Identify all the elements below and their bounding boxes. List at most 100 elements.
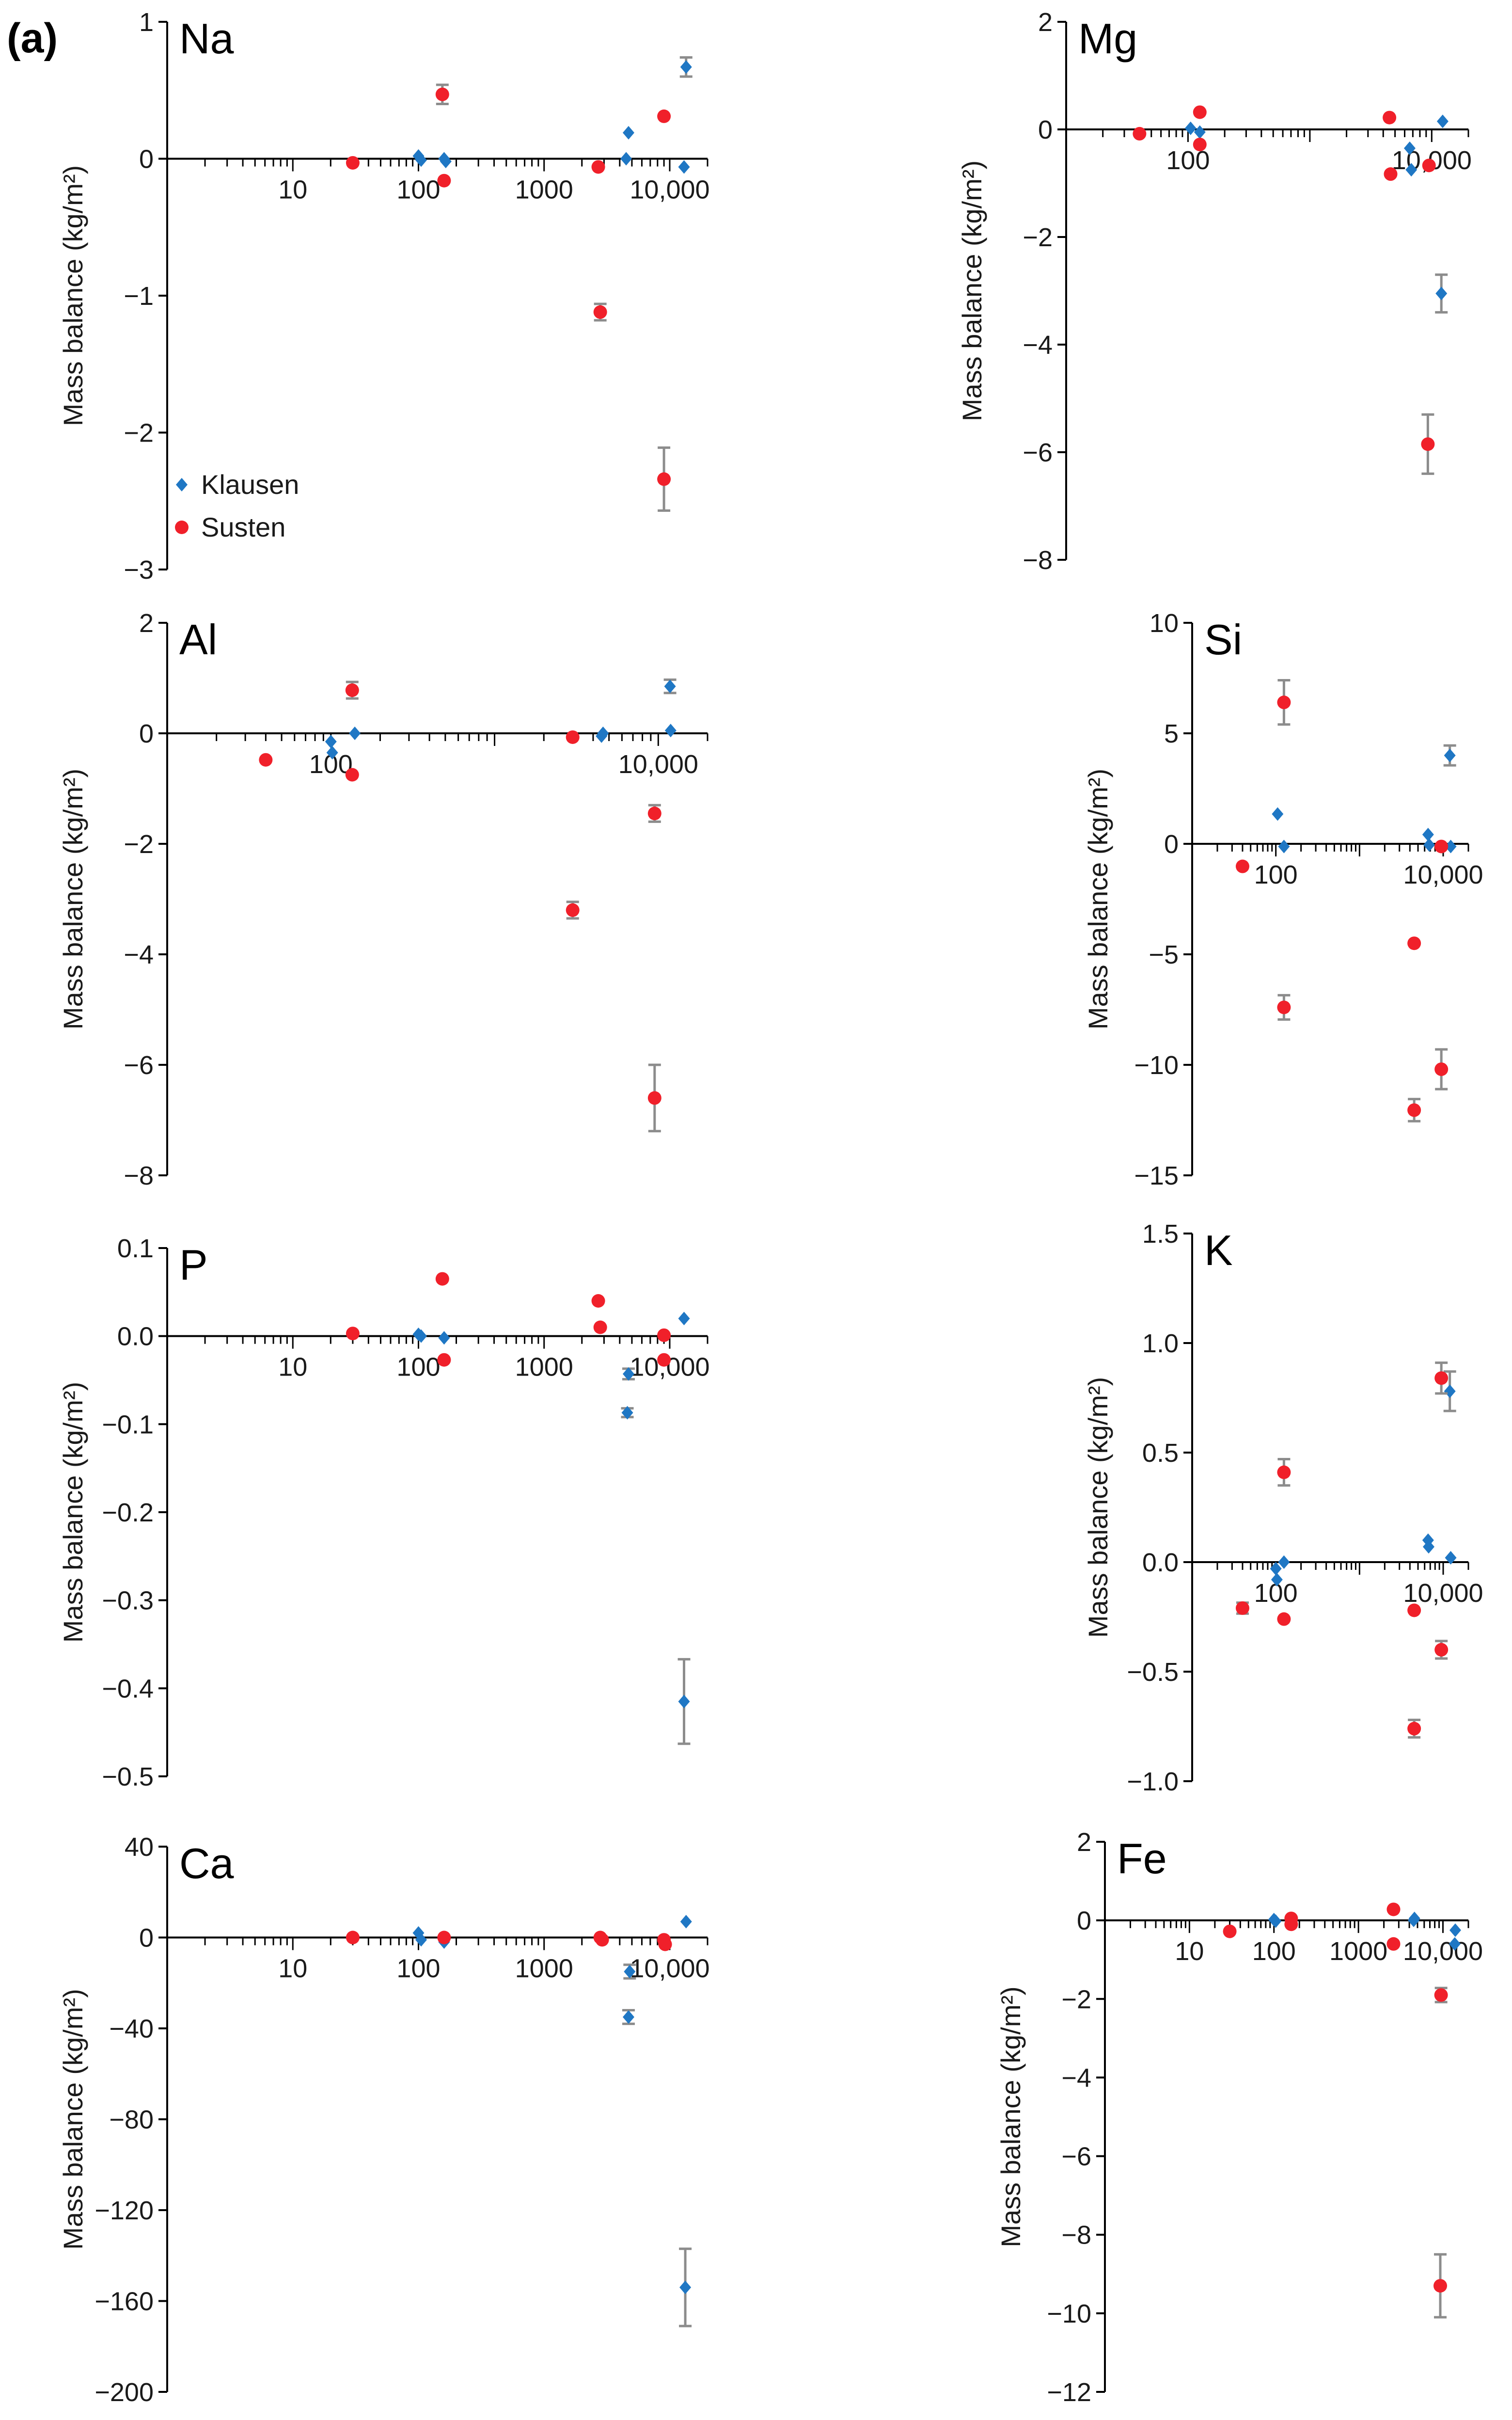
susten-point [1235,1601,1249,1615]
y-tick-label: 0 [139,1924,154,1953]
susten-point [647,807,662,821]
y-tick-label: −12 [1047,2378,1091,2407]
y-tick-label: 0 [139,719,154,748]
legend-label-susten: Susten [201,512,285,542]
y-tick-label: −200 [94,2378,154,2407]
klausen-point [1445,1550,1457,1565]
susten-point [437,1353,451,1367]
x-tick-label: 10 [1175,1937,1204,1966]
susten-point [1235,859,1249,873]
klausen-point [622,2010,634,2024]
susten-point [437,1930,451,1945]
y-tick-label: −4 [124,940,154,969]
susten-point [1407,936,1421,950]
y-tick-label: −0.2 [102,1498,154,1527]
klausen-point [1444,748,1456,762]
x-tick-label: 10 [278,1353,307,1382]
klausen-point [1422,1533,1434,1547]
susten-point [1407,1603,1421,1617]
x-tick-label: 100 [396,1954,440,1983]
y-tick-label: −1.0 [1127,1767,1179,1796]
legend-klausen-marker [176,478,188,491]
klausen-point [678,1312,690,1326]
susten-point [1434,1062,1449,1076]
y-tick-label: −8 [1061,2221,1091,2250]
klausen-point [680,1914,692,1929]
susten-point [1223,1924,1237,1938]
chart-title: Si [1204,616,1242,664]
y-tick-label: −3 [124,555,154,585]
susten-point [1433,2279,1448,2293]
y-tick-label: −6 [124,1051,154,1080]
x-tick-label: 1000 [515,1353,573,1382]
klausen-point [326,745,338,759]
y-tick-label: −1 [124,282,154,311]
susten-point [1407,1722,1421,1736]
susten-point [345,768,359,782]
y-tick-label: −0.4 [102,1674,154,1703]
chart-title: Mg [1078,15,1137,63]
y-tick-label: −2 [1023,223,1053,252]
y-axis-label: Mass balance (kg/m²) [1083,1377,1113,1638]
chart-p: 0.10.0−0.1−0.2−0.3−0.4−0.510 100 1000 10,00… [58,1234,710,1791]
y-axis-label: Mass balance (kg/m²) [995,1986,1026,2247]
klausen-point [438,1331,450,1345]
klausen-point [1271,1573,1283,1587]
y-tick-label: 2 [1077,1828,1091,1857]
klausen-point [1270,1914,1282,1928]
x-tick-label: 100 [396,1353,440,1382]
y-tick-label: 0 [1077,1906,1091,1935]
klausen-point [597,727,609,740]
x-tick-label: 100 [1166,146,1210,175]
klausen-point [1449,1937,1461,1951]
y-tick-label: 0 [139,145,154,174]
susten-point [595,1933,609,1947]
y-tick-label: −6 [1023,438,1053,467]
susten-point [437,174,451,188]
susten-point [345,683,359,697]
klausen-point [678,160,690,174]
klausen-point [680,60,692,74]
y-axis-label: Mass balance (kg/m²) [1083,769,1113,1029]
klausen-point [415,153,427,167]
y-tick-label: −8 [1023,546,1053,575]
chart-title: Ca [179,1839,234,1887]
y-tick-label: −2 [124,830,154,859]
x-tick-label: 100 [1254,860,1298,889]
susten-point [591,160,605,174]
klausen-point [1408,1912,1420,1926]
klausen-point [349,727,361,740]
x-tick-label: 100 [396,175,440,205]
klausen-point [621,1406,633,1420]
chart-si: 10 5 0 −5 −10 −15 100 10,000 Si Mass balance (kg/… [1083,609,1483,1190]
susten-point [1434,1371,1449,1385]
y-tick-label: 0 [1164,830,1179,859]
y-tick-label: 0.0 [117,1322,154,1351]
x-tick-label: 10,000 [630,175,709,205]
y-tick-label: 10 [1150,609,1179,638]
klausen-point [1278,839,1290,854]
y-axis-label: Mass balance (kg/m²) [58,769,88,1029]
klausen-point [624,1964,636,1978]
y-tick-label: 5 [1164,719,1179,748]
y-tick-label: −10 [1134,1051,1179,1080]
susten-point [1277,1000,1291,1014]
y-tick-label: −0.1 [102,1410,154,1439]
klausen-point [1449,1923,1461,1937]
x-tick-label: 10 [278,175,307,205]
y-tick-label: 2 [1038,8,1053,37]
klausen-point [1194,125,1206,139]
klausen-point [415,1329,427,1343]
chart-title: Al [179,616,217,664]
y-tick-label: −6 [1061,2142,1091,2171]
y-tick-label: −40 [109,2014,154,2043]
susten-point [657,109,671,123]
y-tick-label: 1.0 [1142,1329,1179,1358]
klausen-point [620,152,632,166]
y-tick-label: 0 [1038,115,1053,144]
klausen-point [1445,839,1457,854]
susten-point [1277,1465,1291,1479]
susten-point [657,1353,671,1367]
susten-point [435,87,449,101]
